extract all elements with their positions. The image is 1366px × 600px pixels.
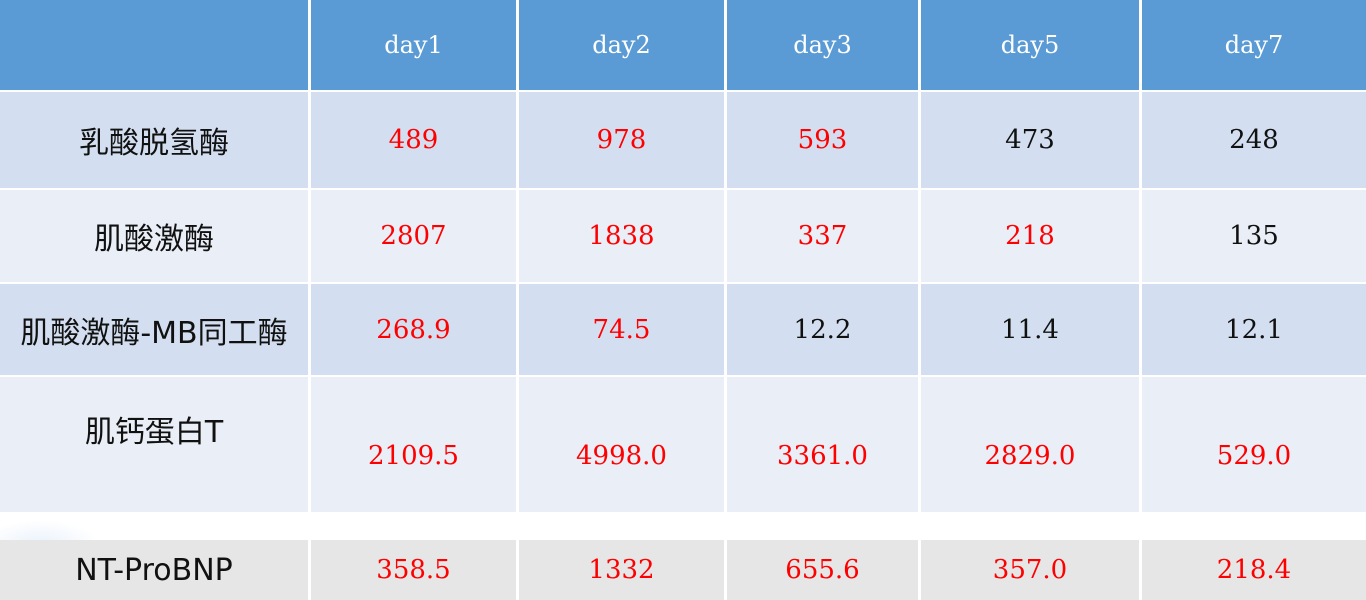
- table-row: 乳酸脱氢酶 489 978 593 473 248: [0, 92, 1366, 188]
- table-cell: 655.6: [727, 540, 921, 600]
- table-cell: 218: [921, 190, 1142, 282]
- table-cell: 489: [311, 92, 519, 188]
- table-cell: 135: [1229, 221, 1279, 251]
- table-cell: 3361.0: [727, 377, 921, 512]
- table-cell: 358.5: [311, 540, 519, 600]
- table-row: 肌酸激酶 2807 1838 337 218 135: [0, 190, 1366, 282]
- header-cell-day7: day7: [1224, 31, 1284, 59]
- table-row: 肌酸激酶-MB同工酶 268.9 74.5 12.2 11.4 12.1: [0, 284, 1366, 375]
- table-row: NT-ProBNP 358.5 1332 655.6 357.0 218.4: [0, 540, 1366, 600]
- table-cell: 12.2: [727, 284, 921, 375]
- table-row: 肌钙蛋白T 2109.5 4998.0 3361.0 2829.0 529.0: [0, 377, 1366, 512]
- table-cell: 248: [1229, 125, 1279, 155]
- row-label: NT-ProBNP: [0, 540, 311, 600]
- table-cell: 2109.5: [311, 377, 519, 512]
- table-header-row: day1 day2 day3 day5 day7: [0, 0, 1366, 90]
- table-cell: 1332: [519, 540, 727, 600]
- header-cell-day5: day5: [921, 0, 1142, 90]
- table-cell: 11.4: [921, 284, 1142, 375]
- table-cell: 2829.0: [921, 377, 1142, 512]
- table-cell: 1838: [519, 190, 727, 282]
- table-cell: 74.5: [519, 284, 727, 375]
- table-cell: 473: [921, 92, 1142, 188]
- table-cell: 593: [727, 92, 921, 188]
- header-cell-day2: day2: [519, 0, 727, 90]
- row-label: 肌酸激酶: [0, 190, 311, 282]
- header-cell-empty: [0, 0, 311, 90]
- table-cell: 218.4: [1216, 555, 1292, 585]
- table-cell: 357.0: [921, 540, 1142, 600]
- row-label: 肌钙蛋白T: [0, 377, 311, 512]
- header-cell-day3: day3: [727, 0, 921, 90]
- table-cell: 529.0: [1216, 440, 1292, 471]
- table-cell: 337: [727, 190, 921, 282]
- table-cell: 4998.0: [519, 377, 727, 512]
- row-label: 乳酸脱氢酶: [0, 92, 311, 188]
- table-cell: 2807: [311, 190, 519, 282]
- header-cell-day1: day1: [311, 0, 519, 90]
- table-cell: 12.1: [1225, 314, 1283, 345]
- table-cell: 268.9: [311, 284, 519, 375]
- row-label: 肌酸激酶-MB同工酶: [0, 284, 311, 375]
- table-cell: 978: [519, 92, 727, 188]
